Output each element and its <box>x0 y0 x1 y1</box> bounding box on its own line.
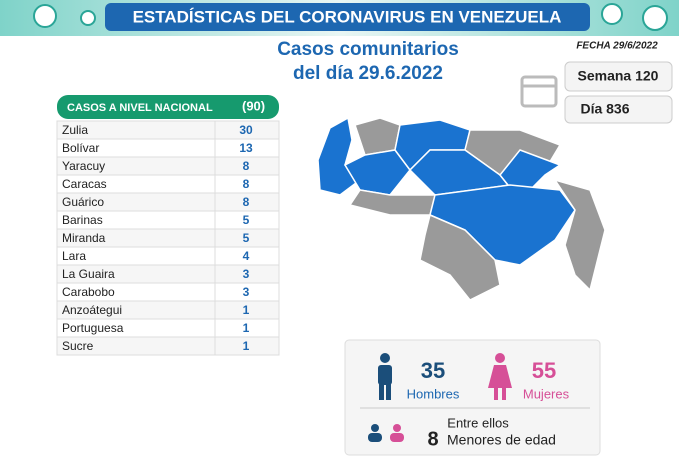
table-header <box>57 95 279 119</box>
state-cases: 8 <box>243 159 250 173</box>
women-count: 55 <box>532 358 556 383</box>
state-name: Caracas <box>62 177 107 191</box>
state-cases: 3 <box>243 285 250 299</box>
state-name: Portuguesa <box>62 321 124 335</box>
state-cases: 5 <box>243 213 250 227</box>
state-name: Zulia <box>62 123 88 137</box>
minors-icon <box>368 424 404 442</box>
state-name: Guárico <box>62 195 104 209</box>
state-name: Sucre <box>62 339 94 353</box>
male-icon <box>378 353 392 400</box>
state-cases: 8 <box>243 177 250 191</box>
subtitle: Casos comunitarios <box>277 39 459 60</box>
state-cases: 3 <box>243 267 250 281</box>
state-name: Anzoátegui <box>62 303 122 317</box>
state-name: Carabobo <box>62 285 115 299</box>
row-bg <box>214 336 280 356</box>
state-name: Lara <box>62 249 86 263</box>
state-cases: 8 <box>243 195 250 209</box>
date: FECHA 29/6/2022 <box>576 41 658 52</box>
table-title: CASOS A NIVEL NACIONAL <box>67 102 213 114</box>
state-cases: 1 <box>243 303 250 317</box>
state-cases: 1 <box>243 321 250 335</box>
virus-icons <box>33 3 668 31</box>
state-name: Bolívar <box>62 141 99 155</box>
note: Entre ellos <box>447 415 509 430</box>
state-cases: 5 <box>243 231 250 245</box>
women-label: Mujeres <box>523 386 570 401</box>
female-icon <box>488 353 512 400</box>
minors-label: Menores de edad <box>447 432 556 448</box>
day-box <box>564 95 673 124</box>
table-total: (90) <box>242 98 265 113</box>
state-cases: 30 <box>239 123 253 137</box>
state-name: Barinas <box>62 213 103 227</box>
week: Semana 120 <box>578 68 659 84</box>
men-count: 35 <box>421 358 445 383</box>
state-name: La Guaira <box>62 267 115 281</box>
stats-box <box>344 339 601 456</box>
map <box>317 116 606 301</box>
men-label: Hombres <box>407 386 460 401</box>
state-name: Yaracuy <box>62 159 105 173</box>
state-cases: 1 <box>243 339 250 353</box>
calendar-icon <box>520 75 558 108</box>
title-bar <box>105 3 590 31</box>
state-cases: 4 <box>243 249 250 263</box>
state-name: Miranda <box>62 231 106 245</box>
state-cases: 13 <box>239 141 253 155</box>
week-box <box>564 61 673 92</box>
day: Día 836 <box>580 101 629 117</box>
minors-count: 8 <box>427 428 438 450</box>
title: ESTADÍSTICAS DEL CORONAVIRUS EN VENEZUEL… <box>133 7 562 26</box>
subtitle: del día 29.6.2022 <box>293 63 443 84</box>
